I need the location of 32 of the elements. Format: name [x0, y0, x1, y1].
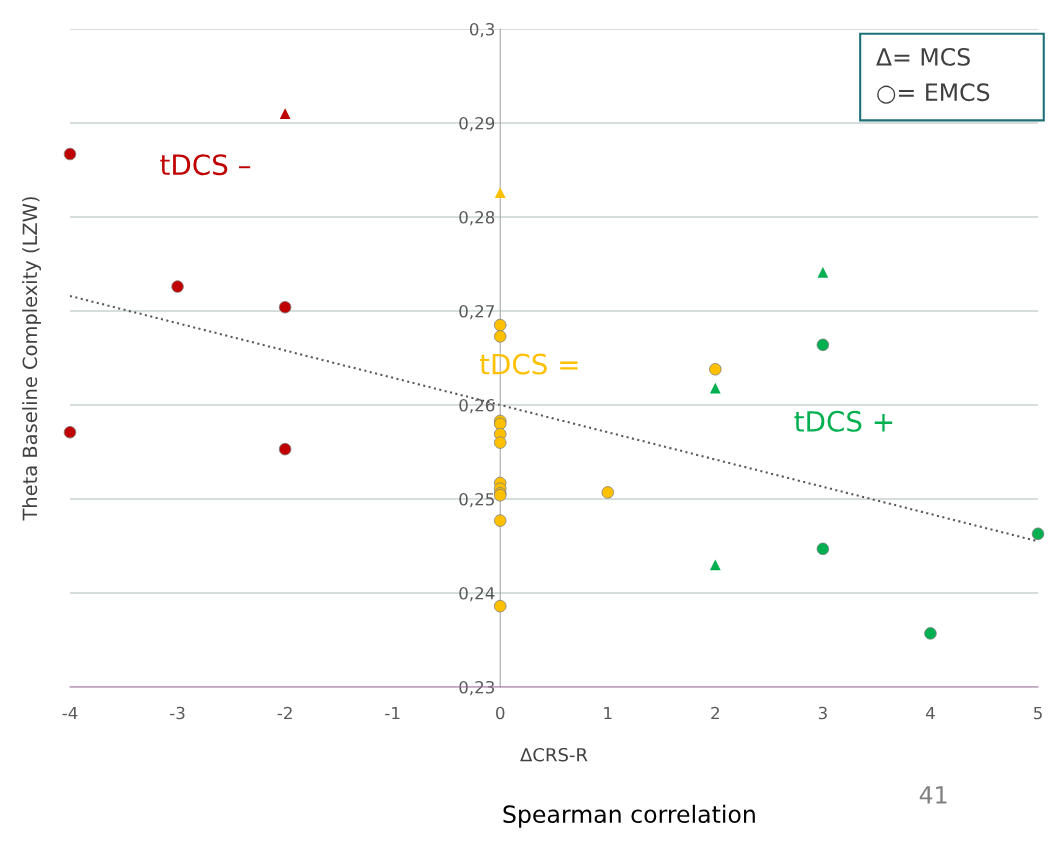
y-tick-label: 0,23: [459, 680, 495, 696]
annotation: ○= EMCS: [877, 83, 990, 104]
y-tick-label: 0,27: [459, 304, 494, 320]
x-axis-title: ΔCRS-R: [520, 747, 588, 762]
point: [279, 108, 291, 119]
x-tick-label: -4: [62, 706, 78, 720]
y-axis-title: Theta Baseline Complexity (LZW): [22, 197, 41, 521]
y-tick-label: 0,3: [469, 22, 495, 38]
x-tick-label: -1: [385, 706, 400, 720]
x-tick-label: 2: [711, 706, 719, 720]
point: [494, 187, 506, 198]
x-tick-label: -3: [170, 706, 185, 720]
x-tick-label: 4: [925, 706, 935, 720]
x-tick-label: -2: [277, 706, 292, 720]
text: 41: [919, 786, 947, 804]
point: [709, 382, 721, 394]
annotation: Δ= MCS: [876, 47, 970, 66]
point: [709, 559, 721, 571]
y-tick-label: 0,25: [459, 492, 494, 508]
text: tDCS +: [794, 410, 893, 432]
x-tick-label: 5: [1033, 706, 1042, 720]
text: Spearman correlation: [503, 804, 755, 828]
y-tick-label: 0,28: [459, 210, 495, 226]
x-tick-label: 1: [604, 706, 612, 720]
text: tDCS –: [160, 154, 251, 176]
x-tick-label: 0: [496, 706, 505, 720]
series-label: tDCS =: [479, 353, 578, 375]
y-tick-label: 0,29: [459, 116, 495, 132]
x-tick-label: 3: [818, 706, 827, 720]
point: [817, 267, 829, 278]
y-tick-label: 0,26: [459, 398, 495, 414]
y-tick-label: 0,24: [459, 586, 495, 602]
